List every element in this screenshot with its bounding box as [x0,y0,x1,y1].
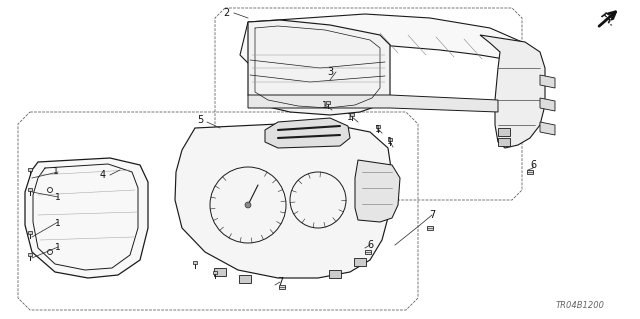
Bar [365,250,371,254]
Text: TR04B1200: TR04B1200 [556,301,605,310]
Bar [279,285,285,289]
Bar [28,168,32,170]
Polygon shape [265,118,350,148]
Text: 6: 6 [367,240,373,250]
Polygon shape [540,122,555,135]
Bar [428,226,433,230]
Polygon shape [248,20,390,115]
Text: 1: 1 [375,124,381,133]
Bar [193,261,197,263]
Polygon shape [540,75,555,88]
Text: 1: 1 [347,113,353,122]
Polygon shape [239,275,251,283]
Bar [28,188,32,190]
Text: 1: 1 [53,167,59,176]
Polygon shape [240,14,522,65]
Bar [527,170,533,174]
Text: 7: 7 [277,277,283,287]
Text: 1: 1 [55,243,61,253]
Polygon shape [25,158,148,278]
Polygon shape [480,35,545,148]
Text: 4: 4 [100,170,106,180]
Bar [28,231,32,234]
Bar [326,101,330,103]
Text: 5: 5 [197,115,203,125]
Bar [212,271,217,273]
Polygon shape [214,268,226,276]
Text: 1: 1 [55,194,61,203]
Bar [388,138,392,140]
Text: 7: 7 [429,210,435,220]
Polygon shape [329,270,341,278]
Bar [349,113,355,115]
Text: 2: 2 [223,8,229,18]
Text: 1: 1 [55,219,61,227]
Text: 1: 1 [322,100,328,109]
Polygon shape [498,138,510,146]
Polygon shape [498,128,510,136]
Text: 6: 6 [530,160,536,170]
Bar [376,125,380,128]
Polygon shape [175,122,392,278]
Polygon shape [248,95,498,112]
Text: 1: 1 [387,137,393,146]
Bar [28,253,32,256]
Polygon shape [354,258,366,266]
Polygon shape [540,98,555,111]
Text: FR.: FR. [598,11,616,29]
Circle shape [245,202,251,208]
Polygon shape [355,160,400,222]
Text: 3: 3 [327,67,333,77]
